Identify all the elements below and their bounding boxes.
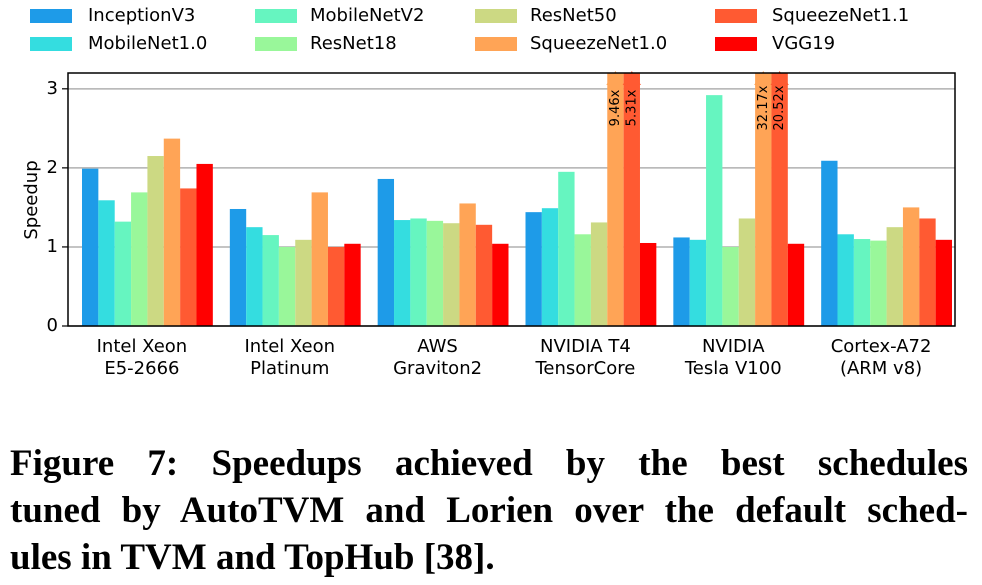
x-tick-label: Graviton2 xyxy=(393,358,482,379)
bar xyxy=(394,220,411,326)
bar xyxy=(639,242,657,326)
y-axis-label: Speedup xyxy=(21,160,42,239)
legend-label: SqueezeNet1.1 xyxy=(772,5,909,26)
value-label: 9.46x xyxy=(608,89,623,126)
legend-swatch xyxy=(475,9,517,23)
legend-swatch xyxy=(715,9,757,23)
legend-swatch xyxy=(30,9,72,23)
legend-label: MobileNetV2 xyxy=(310,5,424,26)
bar xyxy=(131,192,148,326)
legend-swatch xyxy=(475,37,517,51)
overflow-arrow xyxy=(770,71,789,85)
bar xyxy=(870,240,887,326)
x-tick-label: Cortex-A72 xyxy=(831,336,932,357)
bar xyxy=(821,160,838,326)
bar xyxy=(574,234,591,326)
value-label: 20.52x xyxy=(772,85,787,130)
caption-line: tuned by AutoTVM and Lorien over the def… xyxy=(10,490,968,531)
bar xyxy=(443,223,460,326)
bar xyxy=(459,203,476,326)
x-tick-label: NVIDIA xyxy=(702,336,765,357)
bar xyxy=(426,220,444,326)
value-label: 32.17x xyxy=(756,85,771,130)
caption-line: Figure 7: Speedups achieved by the best … xyxy=(10,443,968,484)
bar xyxy=(492,243,509,326)
x-tick-label: NVIDIA T4 xyxy=(540,336,631,357)
overflow-arrow xyxy=(622,71,641,85)
bar xyxy=(919,218,936,326)
bar xyxy=(541,208,559,326)
caption: Figure 7: Speedups achieved by the best … xyxy=(10,440,968,581)
bar xyxy=(410,218,427,326)
x-tick-label: AWS xyxy=(417,336,458,357)
bar xyxy=(475,224,493,326)
plot-frame xyxy=(67,72,956,327)
value-label: 5.31x xyxy=(624,89,639,126)
bar xyxy=(935,239,952,326)
bar xyxy=(771,73,788,326)
legend-label: VGG19 xyxy=(772,33,835,54)
bar xyxy=(623,73,640,326)
x-tick-label: Intel Xeon xyxy=(97,336,188,357)
bar xyxy=(229,208,247,326)
x-tick-label: Platinum xyxy=(250,358,329,379)
bar xyxy=(787,243,805,326)
bar xyxy=(590,222,608,326)
bar xyxy=(689,239,707,326)
caption-line: ules in TVM and TopHub [38]. xyxy=(10,537,495,578)
y-tick-label: 0 xyxy=(47,315,58,336)
chart: Speedup 0 1 2 3 9.46x 32.17x 5.31x 20.52x Intel … xyxy=(21,5,956,379)
legend-swatch xyxy=(30,37,72,51)
bar xyxy=(327,246,345,326)
bar xyxy=(311,192,328,326)
legend-label: ResNet50 xyxy=(530,5,617,26)
bar xyxy=(886,227,903,326)
legend-label: SqueezeNet1.0 xyxy=(530,33,667,54)
x-tick-label: Intel Xeon xyxy=(244,336,335,357)
bar xyxy=(262,235,279,326)
overflow-arrow xyxy=(606,71,625,85)
legend-swatch xyxy=(255,37,297,51)
legend-swatch xyxy=(255,9,297,23)
bar xyxy=(755,73,772,326)
legend-label: MobileNet1.0 xyxy=(88,33,207,54)
x-tick-label: (ARM v8) xyxy=(840,358,922,379)
legend-label: InceptionV3 xyxy=(88,5,195,26)
x-tick-label: E5-2666 xyxy=(104,358,179,379)
bar xyxy=(673,237,690,326)
bar xyxy=(706,95,723,326)
legend-swatch xyxy=(715,37,757,51)
bar xyxy=(98,200,115,326)
y-tick-label: 3 xyxy=(47,78,58,99)
bar xyxy=(722,246,739,326)
bar xyxy=(377,178,395,326)
bar xyxy=(114,221,132,326)
bar xyxy=(82,168,99,326)
bar xyxy=(558,171,575,326)
bar xyxy=(607,73,624,326)
bar xyxy=(738,218,756,326)
bar xyxy=(163,138,181,326)
bar xyxy=(853,239,871,326)
y-tick-label: 2 xyxy=(47,157,58,178)
bar xyxy=(344,243,361,326)
bar xyxy=(196,163,213,326)
legend-label: ResNet18 xyxy=(310,33,397,54)
bar xyxy=(246,227,263,326)
bar xyxy=(837,234,854,326)
y-tick-label: 1 xyxy=(47,236,58,257)
bar xyxy=(525,212,542,326)
bar xyxy=(295,239,312,326)
bar xyxy=(147,156,164,326)
x-tick-label: Tesla V100 xyxy=(684,358,782,379)
bar xyxy=(180,188,197,326)
x-tick-label: TensorCore xyxy=(534,358,635,379)
bar xyxy=(278,246,296,326)
overflow-arrow xyxy=(754,71,773,85)
bar xyxy=(902,207,920,326)
